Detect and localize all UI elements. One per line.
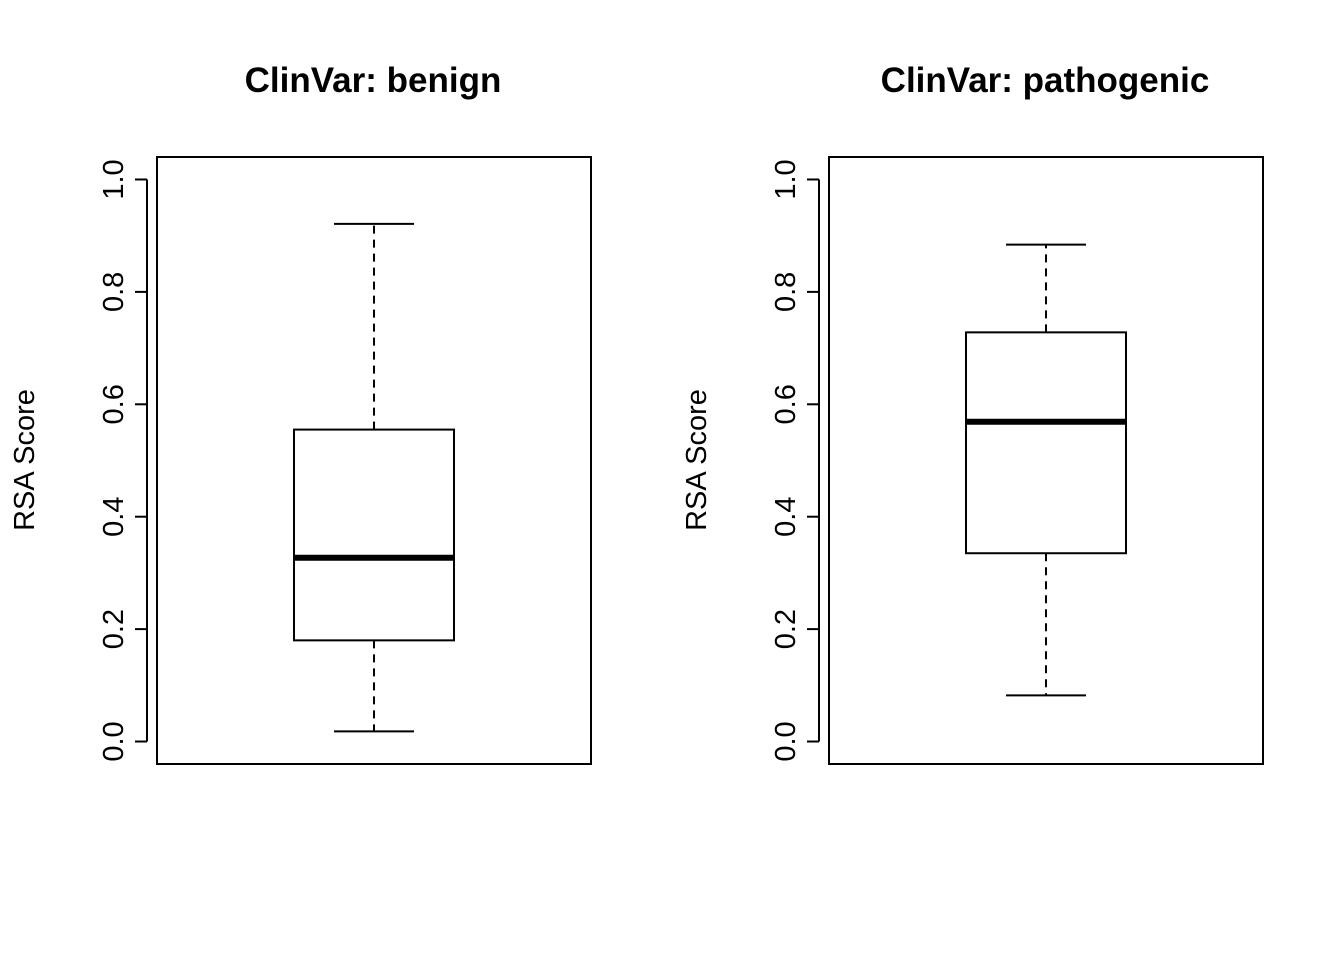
y-tick-label: 0.4 — [98, 497, 130, 537]
y-tick-label: 0.6 — [770, 384, 802, 424]
y-tick-label: 1.0 — [770, 159, 802, 199]
y-tick-label: 1.0 — [98, 159, 130, 199]
y-tick-label: 0.8 — [98, 272, 130, 312]
y-tick-label: 0.0 — [770, 721, 802, 761]
iqr-box — [965, 331, 1127, 555]
y-tick-label: 0.4 — [770, 497, 802, 537]
iqr-box — [293, 428, 455, 642]
plot-frame — [156, 156, 592, 765]
chart-title: ClinVar: pathogenic — [881, 61, 1210, 100]
plot-frame — [828, 156, 1264, 765]
plot-area: 0.0 0.2 0.4 0.6 0.8 1.0 — [98, 156, 592, 765]
y-tick-label: 0.2 — [770, 609, 802, 649]
panel-benign: ClinVar: benign RSA Score 0.00.20.40.60.… — [9, 61, 592, 765]
y-tick-label: 0.2 — [98, 609, 130, 649]
plot-area: 0.0 0.2 0.4 0.6 0.8 1.0 — [770, 156, 1264, 765]
y-tick-label: 0.0 — [98, 721, 130, 761]
y-tick-label: 0.6 — [98, 384, 130, 424]
panel-pathogenic: ClinVar: pathogenic RSA Score 0.00.20.40… — [681, 61, 1264, 765]
chart-title: ClinVar: benign — [245, 61, 502, 100]
y-axis-label: RSA Score — [681, 389, 713, 531]
y-tick-label: 0.8 — [770, 272, 802, 312]
y-axis-label: RSA Score — [9, 389, 41, 531]
